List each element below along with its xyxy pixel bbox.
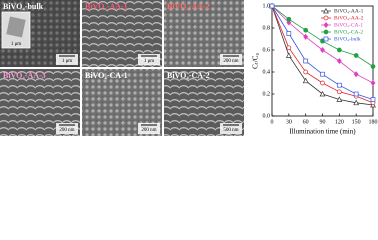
y-tick-label: 1.0 <box>263 3 271 9</box>
marker <box>353 99 360 106</box>
marker <box>370 97 376 102</box>
legend-label: BiVO₄-AA-1 <box>334 8 364 14</box>
x-tick-label: 90 <box>320 119 326 125</box>
legend-label: BiVO₄-AA-2 <box>334 15 364 21</box>
marker <box>336 96 343 102</box>
legend-marker <box>323 15 329 21</box>
inset-crystal <box>6 16 26 38</box>
legend-marker <box>323 21 329 29</box>
legend-label: BiVO₄-CA-1 <box>334 22 363 28</box>
figure: BiVO₄-bulk 1 μm 1 μm BiVO₄-AA-1 1 μm BiVO₄-AA… <box>0 0 378 136</box>
marker <box>353 91 359 97</box>
panel-label: BiVO₄-AA-2 <box>167 2 210 11</box>
x-tick-label: 150 <box>352 119 361 125</box>
marker <box>302 77 309 84</box>
marker <box>370 64 376 69</box>
scale-label: 200 nm <box>223 59 238 64</box>
legend-marker <box>323 29 329 35</box>
marker <box>285 52 292 58</box>
marker <box>353 71 359 78</box>
legend-label: BiVO₄-bulk <box>334 36 361 42</box>
scale-box <box>220 54 242 65</box>
marker <box>336 57 342 65</box>
legend-marker <box>323 36 329 42</box>
marker <box>286 31 292 36</box>
scale-label: 1 μm <box>144 59 154 64</box>
marker <box>286 45 292 51</box>
scale-label: 1 μm <box>62 59 72 64</box>
scale-box <box>138 123 160 134</box>
scale-box <box>56 123 78 134</box>
marker <box>370 79 376 87</box>
scale-box <box>56 54 78 65</box>
marker <box>353 53 359 58</box>
marker <box>303 27 309 33</box>
legend-label: BiVO₄-CA-2 <box>334 29 363 35</box>
marker <box>320 46 325 54</box>
y-tick-label: 0.2 <box>263 91 271 97</box>
marker <box>320 80 325 86</box>
panel-label: BiVO₄-bulk <box>3 2 44 11</box>
x-axis-label: Illumination time (min) <box>289 128 356 136</box>
marker <box>303 58 309 64</box>
inset-scale-label: 1 μm <box>11 42 21 47</box>
marker <box>303 33 309 40</box>
scale-box <box>220 123 242 134</box>
y-axis-label: Cₜ/C₀ <box>252 53 260 69</box>
scale-label: 200 nm <box>59 128 74 133</box>
marker <box>336 89 342 95</box>
marker <box>303 69 309 75</box>
marker <box>336 47 342 53</box>
panel-label: BiVO₄-CA-2 <box>167 71 210 80</box>
panel-label: BiVO₄-AA-3 <box>3 71 46 80</box>
scale-label: 500 nm <box>223 128 238 133</box>
scale-label: 200 nm <box>141 128 156 133</box>
x-tick-label: 120 <box>335 119 344 125</box>
y-tick-label: 0.6 <box>263 47 271 53</box>
marker <box>286 16 292 22</box>
x-tick-label: 60 <box>303 119 309 125</box>
x-tick-label: 0 <box>271 119 274 125</box>
panel-label: BiVO₄-CA-1 <box>85 71 128 80</box>
scale-box <box>138 54 160 65</box>
marker <box>319 90 326 97</box>
y-tick-label: 0.8 <box>263 25 271 31</box>
panel-label: BiVO₄-AA-1 <box>85 2 128 11</box>
y-tick-label: 0.4 <box>263 69 271 75</box>
marker <box>269 3 275 9</box>
x-tick-label: 180 <box>369 119 378 125</box>
x-tick-label: 30 <box>286 119 292 125</box>
legend-marker <box>323 7 329 14</box>
marker <box>320 71 325 77</box>
marker <box>336 82 342 88</box>
page: BiVO₄-bulk 1 μm 1 μm BiVO₄-AA-1 1 μm BiVO₄-AA… <box>0 0 378 136</box>
y-tick-label: 0.0 <box>263 113 271 119</box>
